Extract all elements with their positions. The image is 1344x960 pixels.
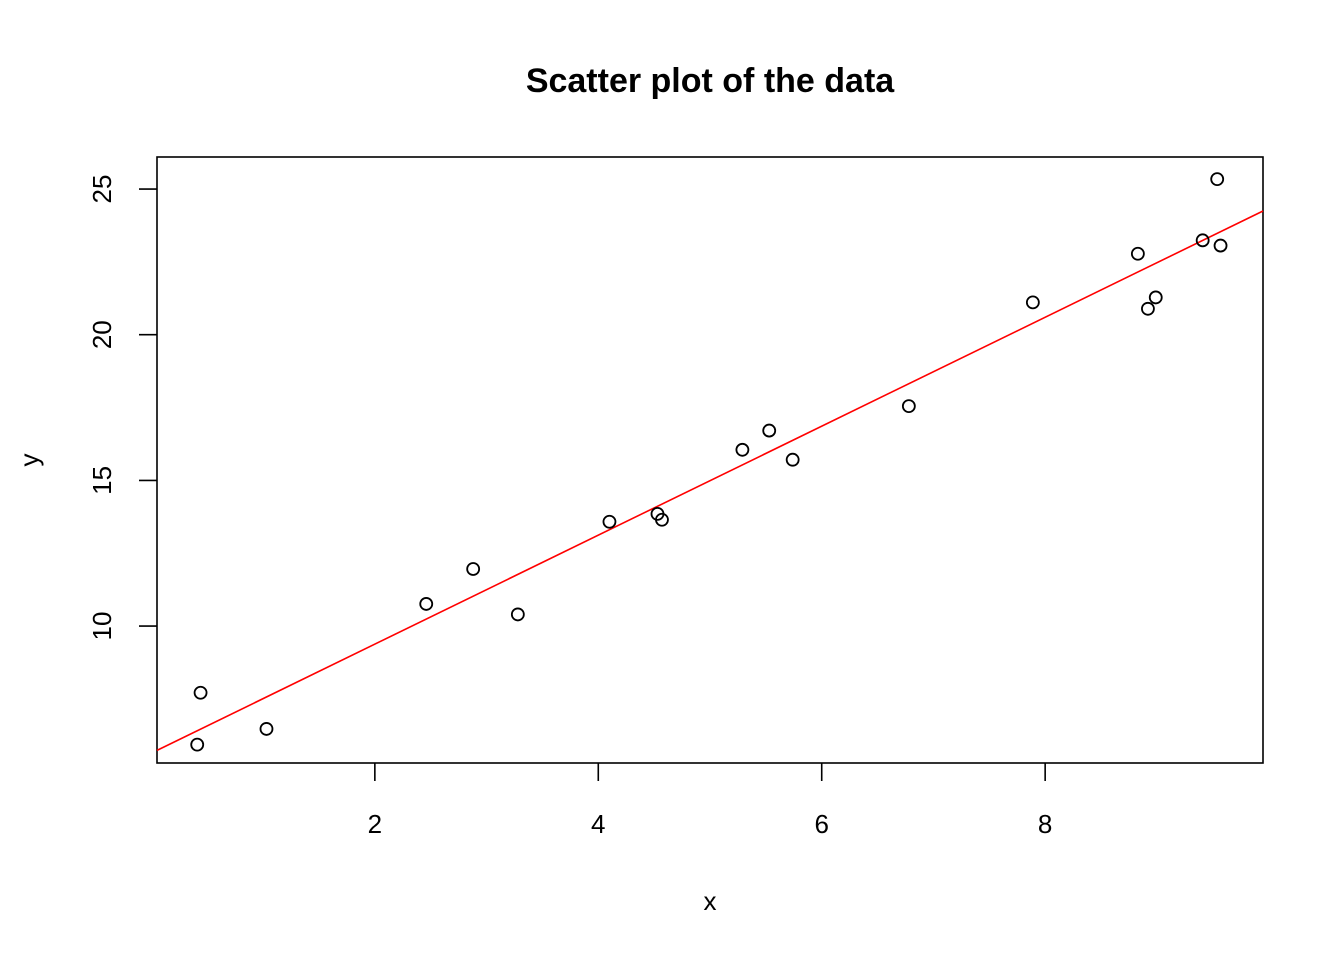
regression-line [156, 210, 1264, 752]
x-tick-label: 8 [1038, 809, 1052, 839]
data-point [1141, 301, 1155, 316]
y-axis: 10 15 20 25 [87, 175, 157, 641]
data-point [1025, 295, 1040, 310]
y-tick-label: 20 [87, 320, 117, 349]
data-point [1130, 246, 1145, 261]
data-point [901, 399, 916, 414]
x-tick-label: 6 [814, 809, 828, 839]
x-axis: 2 4 6 8 [368, 763, 1052, 839]
fit-line-layer [156, 210, 1264, 752]
data-point [1210, 172, 1225, 187]
data-point [602, 514, 617, 529]
data-point [510, 607, 525, 622]
data-point [1213, 238, 1228, 253]
x-tick-label: 4 [591, 809, 605, 839]
y-tick-label: 25 [87, 175, 117, 204]
data-point [259, 722, 274, 736]
data-point [466, 562, 481, 576]
data-point [735, 442, 750, 457]
data-point [1195, 233, 1210, 248]
chart-title: Scatter plot of the data [526, 62, 895, 100]
data-point [1148, 290, 1163, 305]
data-point [785, 452, 800, 467]
plot-frame [156, 156, 1264, 764]
data-point [193, 685, 208, 700]
data-point [190, 737, 205, 752]
data-point [762, 423, 777, 438]
data-point [655, 512, 669, 527]
x-axis-label: x [704, 886, 717, 916]
y-axis-label: y [14, 454, 44, 467]
data-point [419, 597, 434, 611]
y-tick-label: 15 [87, 466, 117, 495]
points-layer [190, 172, 1228, 752]
x-tick-label: 2 [368, 809, 382, 839]
y-tick-label: 10 [87, 612, 117, 641]
